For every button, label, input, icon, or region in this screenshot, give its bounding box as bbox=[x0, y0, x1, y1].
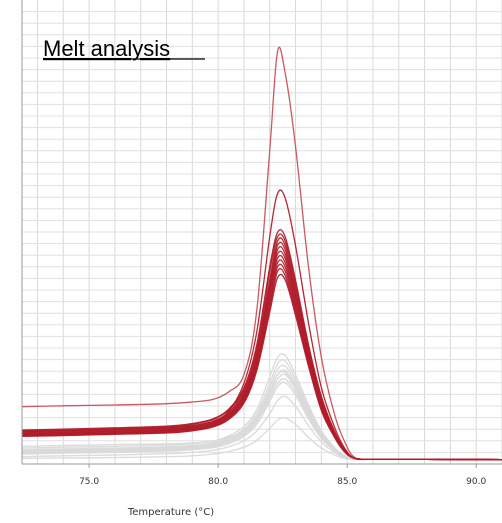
sample-curves bbox=[21, 46, 502, 461]
x-axis-title: Temperature (°C) bbox=[127, 507, 214, 518]
control-curves bbox=[21, 353, 502, 461]
x-tick-label: 75.0 bbox=[79, 477, 99, 487]
x-tick-label: 85.0 bbox=[337, 477, 357, 487]
control-curve-23 bbox=[21, 416, 502, 461]
chart-title: Melt analysis bbox=[43, 36, 170, 61]
sample-curve-13 bbox=[21, 273, 502, 461]
gridlines bbox=[22, 0, 502, 464]
x-tick-label: 80.0 bbox=[208, 477, 228, 487]
x-tick-label: 90.0 bbox=[466, 477, 486, 487]
plot-area bbox=[21, 0, 502, 465]
sample-curve-1 bbox=[21, 46, 502, 461]
x-axis-ticks: 75.0 80.0 85.0 90.0 bbox=[79, 464, 486, 487]
